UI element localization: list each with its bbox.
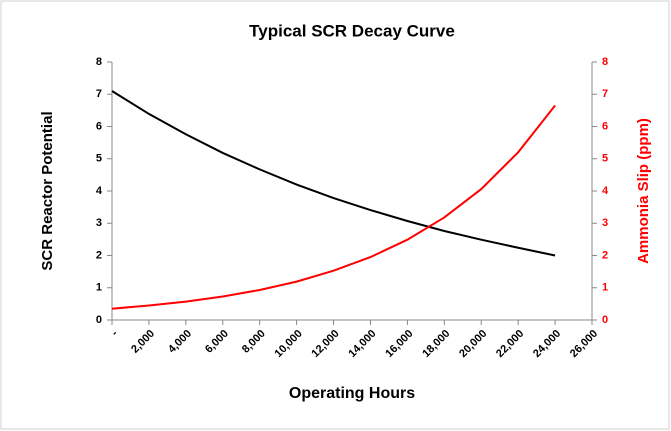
y2-tick-label: 5 bbox=[602, 153, 608, 165]
y2-tick-label: 8 bbox=[602, 56, 608, 68]
y2-tick-label: 1 bbox=[602, 282, 608, 294]
y2-axis-title: Ammonia Slip (ppm) bbox=[635, 118, 652, 264]
x-axis-title: Operating Hours bbox=[289, 385, 415, 402]
y-tick-label: 1 bbox=[96, 282, 102, 294]
y2-tick-label: 4 bbox=[602, 185, 609, 197]
chart-title: Typical SCR Decay Curve bbox=[249, 21, 455, 40]
y-tick-label: 6 bbox=[96, 120, 102, 132]
y2-tick-label: 2 bbox=[602, 249, 608, 261]
y-tick-label: 8 bbox=[96, 56, 102, 68]
y-axis-title: SCR Reactor Potential bbox=[39, 111, 56, 270]
y-tick-label: 4 bbox=[96, 185, 103, 197]
series-line bbox=[111, 90, 556, 257]
x-tick-label: - bbox=[109, 327, 120, 338]
y-tick-label: 0 bbox=[96, 314, 102, 326]
series-line bbox=[111, 104, 556, 310]
y-tick-label: 7 bbox=[96, 88, 102, 100]
y2-tick-label: 7 bbox=[602, 88, 608, 100]
y2-tick-label: 3 bbox=[602, 217, 608, 229]
y2-tick-label: 6 bbox=[602, 120, 608, 132]
y-tick-label: 2 bbox=[96, 249, 102, 261]
y-tick-label: 5 bbox=[96, 153, 102, 165]
y-tick-label: 3 bbox=[96, 217, 102, 229]
y2-tick-label: 0 bbox=[602, 314, 608, 326]
